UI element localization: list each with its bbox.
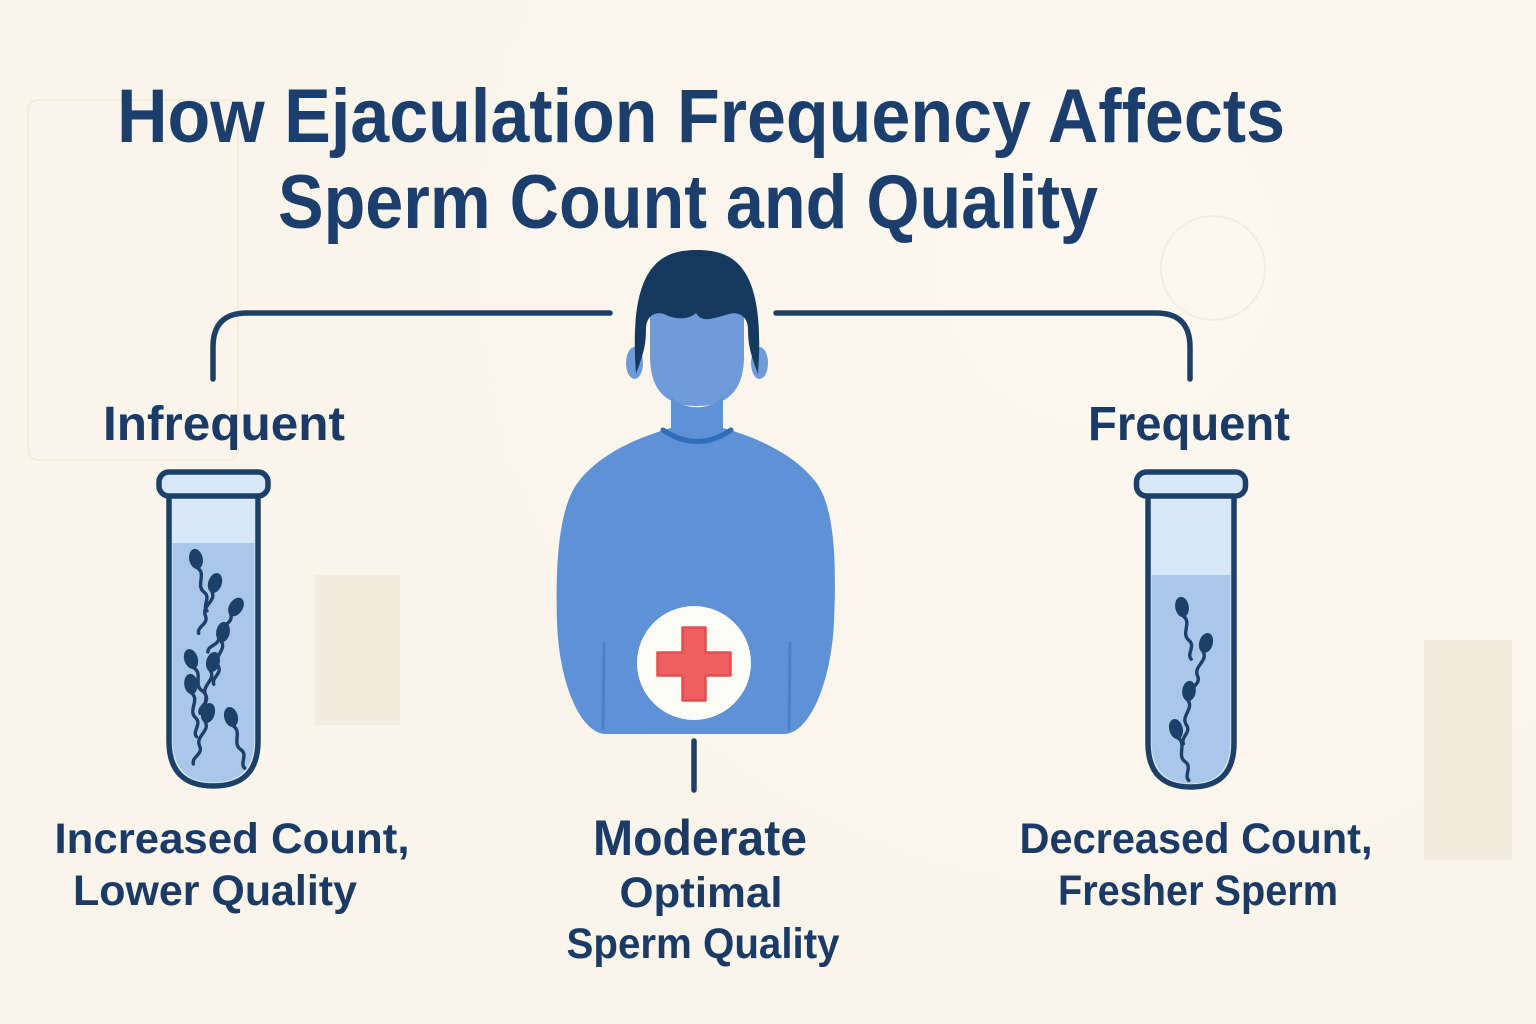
ghost-sketch-band <box>1424 640 1512 860</box>
test-tube-rim <box>156 469 271 499</box>
moderate-label: Moderate <box>593 810 807 866</box>
hair <box>634 250 760 374</box>
caption-increased-count: Increased Count, <box>55 815 410 863</box>
collar-line <box>660 427 734 444</box>
arm-line-left <box>601 641 606 731</box>
test-tube-liquid <box>1151 575 1231 784</box>
branch-infrequent: Infrequent Increased Coun <box>55 398 410 915</box>
ghost-sketch-circle <box>1160 215 1266 321</box>
caption-center: Moderate Optimal Sperm Quality <box>567 810 840 968</box>
bracket-line-left <box>210 310 613 382</box>
caption-decreased-count: Decreased Count, <box>1020 815 1373 863</box>
background-sketches <box>27 99 1512 860</box>
caption-optimal: Optimal <box>620 869 783 917</box>
title-line-1: How Ejaculation Frequency Affects <box>117 74 1285 159</box>
ghost-sketch-block <box>315 575 400 725</box>
connector-bracket <box>210 310 1193 382</box>
male-figure <box>556 250 835 793</box>
frequent-label: Frequent <box>1088 398 1290 451</box>
page-title: How Ejaculation Frequency Affects Sperm … <box>117 74 1285 245</box>
face <box>650 306 744 406</box>
test-tube-right <box>1133 469 1249 790</box>
test-tube-left <box>156 469 271 789</box>
caption-lower-quality: Lower Quality <box>73 867 357 915</box>
caption-left: Increased Count, Lower Quality <box>55 815 410 915</box>
caption-right: Decreased Count, Fresher Sperm <box>1020 815 1373 915</box>
test-tube-rim <box>1133 469 1249 499</box>
caption-fresher-sperm: Fresher Sperm <box>1058 867 1338 915</box>
caption-sperm-quality: Sperm Quality <box>567 920 840 968</box>
medical-cross-icon <box>656 626 732 702</box>
arm-line-right <box>787 641 792 731</box>
torso <box>556 396 835 734</box>
branch-frequent: Frequent Decreased Count, Fresher Sperm <box>1020 398 1373 915</box>
title-line-2: Sperm Count and Quality <box>278 160 1098 245</box>
ghost-sketch-rect <box>27 99 239 461</box>
infrequent-label: Infrequent <box>103 398 345 451</box>
bracket-line-right <box>773 310 1193 382</box>
